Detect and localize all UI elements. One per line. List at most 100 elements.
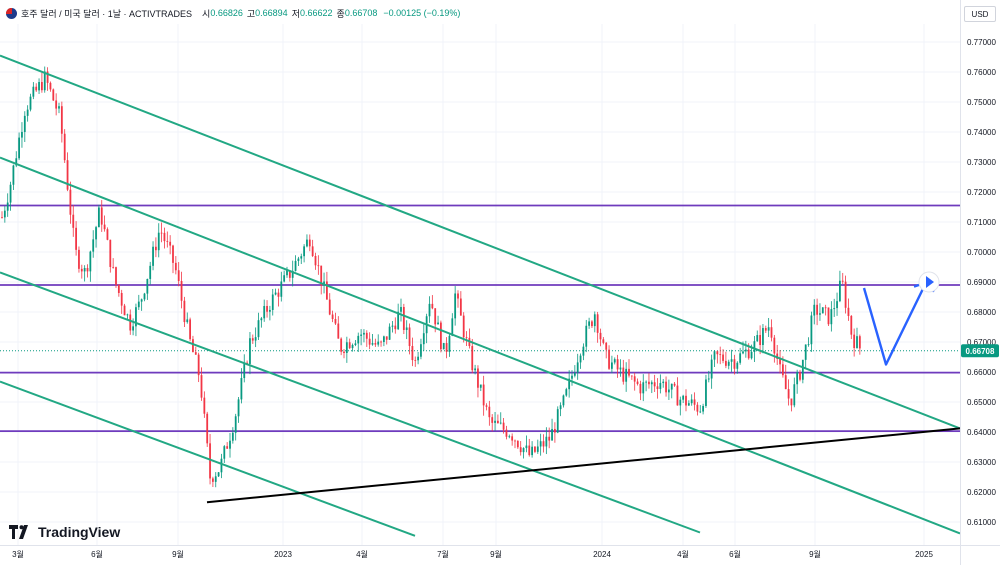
candle-body[interactable] xyxy=(739,353,742,363)
candle-body[interactable] xyxy=(100,207,103,225)
candle-body[interactable] xyxy=(354,343,357,345)
candle-body[interactable] xyxy=(206,413,209,444)
candle-body[interactable] xyxy=(311,246,314,257)
candle-body[interactable] xyxy=(98,207,100,228)
candle-body[interactable] xyxy=(559,405,562,410)
candle-body[interactable] xyxy=(568,378,571,390)
candle-body[interactable] xyxy=(277,292,280,297)
candle-body[interactable] xyxy=(391,325,394,327)
candle-body[interactable] xyxy=(858,336,861,349)
candle-body[interactable] xyxy=(55,100,58,109)
candle-body[interactable] xyxy=(668,389,670,393)
candle-body[interactable] xyxy=(696,404,699,412)
candle-body[interactable] xyxy=(593,314,596,327)
candle-body[interactable] xyxy=(80,268,83,272)
candle-body[interactable] xyxy=(633,376,636,382)
candle-body[interactable] xyxy=(69,189,72,215)
candle-body[interactable] xyxy=(200,375,203,398)
candle-body[interactable] xyxy=(853,334,856,349)
candle-body[interactable] xyxy=(209,443,211,479)
candle-body[interactable] xyxy=(602,339,605,343)
candle-body[interactable] xyxy=(249,338,251,364)
candle-body[interactable] xyxy=(317,265,320,267)
candle-body[interactable] xyxy=(422,333,425,345)
candle-body[interactable] xyxy=(773,337,776,354)
candle-body[interactable] xyxy=(830,309,833,325)
candle-body[interactable] xyxy=(628,368,630,376)
candle-body[interactable] xyxy=(616,359,619,370)
candle-body[interactable] xyxy=(75,227,77,250)
drawn-lines[interactable] xyxy=(0,54,961,537)
candle-body[interactable] xyxy=(192,339,194,353)
candle-body[interactable] xyxy=(725,360,727,366)
candle-body[interactable] xyxy=(106,229,109,240)
candle-body[interactable] xyxy=(60,106,63,134)
candle-body[interactable] xyxy=(383,336,385,343)
candle-body[interactable] xyxy=(816,304,818,315)
currency-selector[interactable]: USD xyxy=(964,6,996,22)
candle-body[interactable] xyxy=(120,292,123,306)
candle-body[interactable] xyxy=(257,320,260,338)
candle-body[interactable] xyxy=(705,379,707,406)
candle-body[interactable] xyxy=(625,368,628,382)
candle-body[interactable] xyxy=(214,476,217,482)
candle-body[interactable] xyxy=(38,82,40,91)
candle-body[interactable] xyxy=(650,382,653,385)
candle-body[interactable] xyxy=(710,359,713,379)
candle-body[interactable] xyxy=(807,344,810,346)
candle-body[interactable] xyxy=(397,311,400,330)
candle-body[interactable] xyxy=(707,378,710,380)
candle-body[interactable] xyxy=(334,319,337,324)
candle-body[interactable] xyxy=(231,432,234,441)
candle-body[interactable] xyxy=(442,343,445,350)
candle-body[interactable] xyxy=(288,270,291,278)
candle-body[interactable] xyxy=(297,258,300,261)
candle-body[interactable] xyxy=(286,270,288,276)
candle-body[interactable] xyxy=(779,358,781,365)
candle-body[interactable] xyxy=(411,346,414,361)
candle-body[interactable] xyxy=(348,342,351,349)
candle-body[interactable] xyxy=(516,440,519,448)
candle-body[interactable] xyxy=(337,323,340,339)
candle-body[interactable] xyxy=(682,395,685,400)
candle-body[interactable] xyxy=(787,389,790,399)
candle-body[interactable] xyxy=(636,381,639,384)
candle-body[interactable] xyxy=(448,335,451,352)
candle-body[interactable] xyxy=(645,381,647,383)
candle-body[interactable] xyxy=(405,327,408,330)
candle-body[interactable] xyxy=(562,395,565,406)
candle-body[interactable] xyxy=(841,280,844,282)
candle-body[interactable] xyxy=(742,351,744,354)
candle-body[interactable] xyxy=(801,359,804,380)
candle-body[interactable] xyxy=(770,327,773,338)
candle-body[interactable] xyxy=(839,280,841,302)
candle-body[interactable] xyxy=(345,342,348,353)
candle-body[interactable] xyxy=(821,307,824,314)
candle-body[interactable] xyxy=(149,265,152,279)
candle-body[interactable] xyxy=(836,301,838,309)
candle-body[interactable] xyxy=(497,420,499,424)
candle-body[interactable] xyxy=(459,298,462,316)
candle-body[interactable] xyxy=(534,446,536,452)
candle-body[interactable] xyxy=(670,383,673,390)
candle-body[interactable] xyxy=(291,270,294,278)
candle-body[interactable] xyxy=(388,326,391,340)
candle-body[interactable] xyxy=(525,445,528,449)
candle-body[interactable] xyxy=(804,344,807,360)
candle-body[interactable] xyxy=(240,378,243,400)
candle-body[interactable] xyxy=(813,304,816,316)
candle-body[interactable] xyxy=(662,381,665,384)
candle-body[interactable] xyxy=(819,313,821,315)
candle-body[interactable] xyxy=(385,336,388,340)
candle-body[interactable] xyxy=(229,440,231,449)
candle-body[interactable] xyxy=(83,267,86,272)
candle-body[interactable] xyxy=(43,71,46,91)
candle-body[interactable] xyxy=(72,214,75,228)
candle-body[interactable] xyxy=(488,406,491,418)
candle-body[interactable] xyxy=(294,260,297,271)
candle-body[interactable] xyxy=(573,372,576,376)
candle-body[interactable] xyxy=(303,246,305,257)
candle-body[interactable] xyxy=(320,265,323,286)
candle-body[interactable] xyxy=(183,300,186,323)
